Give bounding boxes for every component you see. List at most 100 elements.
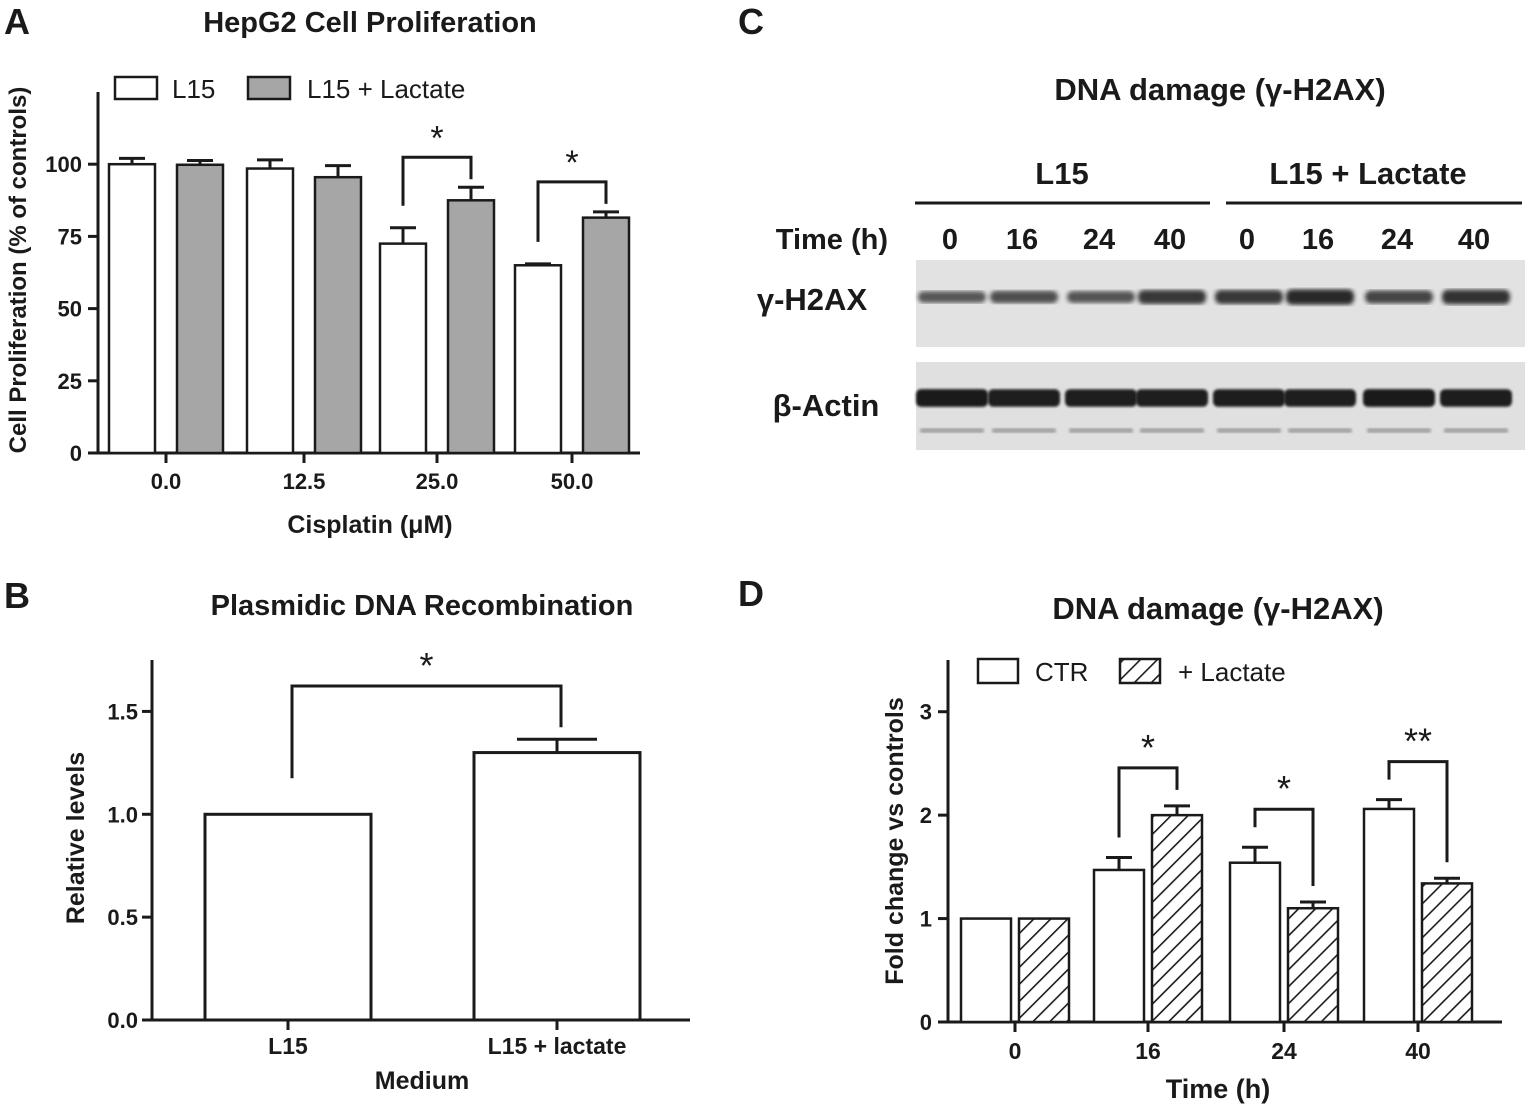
chart-a-ytick-label: 25 bbox=[58, 369, 82, 394]
chart-b-title: Plasmidic DNA Recombination bbox=[211, 590, 634, 622]
legend-label-l15-lactate: L15 + Lactate bbox=[307, 74, 465, 104]
chart-d-legend: CTR + Lactate bbox=[976, 657, 1286, 687]
chart-d-xtick-label: 0 bbox=[1009, 1038, 1022, 1064]
panel-label-d: D bbox=[738, 573, 764, 614]
blot-band-beta-actin-secondary-1 bbox=[992, 428, 1056, 433]
panel-b-chart: Plasmidic DNA Recombination Relative lev… bbox=[62, 590, 690, 1095]
chart-a-xtick-label: 0.0 bbox=[151, 469, 182, 494]
chart-b-significance-bracket bbox=[290, 684, 563, 779]
bar-l15-lactate-3 bbox=[581, 216, 631, 455]
panel-label-c: C bbox=[738, 1, 764, 42]
blot-band-beta-actin-secondary-5 bbox=[1288, 428, 1352, 433]
blot-time-point-label: 40 bbox=[1458, 224, 1490, 256]
chart-d-xtick-label: 24 bbox=[1271, 1038, 1297, 1064]
blot-band-beta-actin-secondary-4 bbox=[1217, 428, 1281, 433]
chart-d-xtick-label: 40 bbox=[1405, 1038, 1431, 1064]
chart-a-xtick-label: 12.5 bbox=[283, 469, 326, 494]
bar-lactate-0 bbox=[1017, 917, 1071, 1024]
bar-l15-lactate-2 bbox=[446, 199, 496, 455]
blot-band-beta-actin-6 bbox=[1363, 389, 1435, 407]
chart-b-ytick-label: 0.5 bbox=[107, 905, 138, 930]
legend-swatch-l15 bbox=[113, 75, 159, 101]
chart-a-xtick-label: 50.0 bbox=[551, 469, 594, 494]
chart-a-xtick-label: 25.0 bbox=[416, 469, 459, 494]
panel-label-b: B bbox=[4, 575, 30, 616]
blot-band-beta-actin-7 bbox=[1440, 389, 1512, 407]
chart-a-legend: L15 L15 + Lactate bbox=[113, 74, 465, 104]
blot-band-gamma-h2ax-1 bbox=[990, 290, 1058, 304]
bar-ctr-2 bbox=[1228, 861, 1282, 1024]
blot-time-point-label: 24 bbox=[1381, 224, 1413, 256]
panel-c-blot: DNA damage (γ-H2AX) L15 L15 + Lactate Ti… bbox=[757, 72, 1525, 450]
chart-d-significance-bracket-0 bbox=[1117, 766, 1179, 838]
chart-b-ytick-label: 1.0 bbox=[107, 802, 138, 827]
blot-band-gamma-h2ax-6 bbox=[1365, 290, 1433, 304]
chart-a-significance-bracket-0 bbox=[401, 155, 473, 206]
chart-d-xlabel: Time (h) bbox=[1166, 1074, 1271, 1104]
blot-band-beta-actin-secondary-7 bbox=[1444, 428, 1508, 433]
chart-b-significance-bracket-label: * bbox=[419, 645, 433, 686]
chart-a-ylabel: Cell Proliferation (% of controls) bbox=[5, 87, 32, 454]
chart-b-xtick-label: L15 + lactate bbox=[488, 1033, 627, 1059]
blot-band-gamma-h2ax-4 bbox=[1215, 290, 1283, 304]
chart-d-ytick-label: 2 bbox=[920, 803, 932, 828]
chart-b-ytick-label: 0.0 bbox=[107, 1008, 138, 1033]
chart-d-significance-bracket-1-label: * bbox=[1277, 768, 1291, 809]
blot-band-gamma-h2ax-3 bbox=[1138, 290, 1206, 304]
chart-d-significance-bracket-2-label: ** bbox=[1404, 721, 1432, 762]
blot-row-label-beta-actin: β-Actin bbox=[773, 388, 880, 423]
legend-label-lactate: + Lactate bbox=[1178, 657, 1286, 687]
blot-band-beta-actin-secondary-0 bbox=[920, 428, 984, 433]
panel-a-chart: HepG2 Cell Proliferation Cell Proliferat… bbox=[5, 7, 640, 539]
chart-d-xtick-label: 16 bbox=[1135, 1038, 1161, 1064]
bar-l15 bbox=[203, 812, 373, 1022]
chart-b-xlabel: Medium bbox=[375, 1067, 469, 1095]
bar-l15-2 bbox=[378, 242, 428, 455]
blot-band-beta-actin-3 bbox=[1136, 389, 1208, 407]
blot-band-beta-actin-secondary-6 bbox=[1367, 428, 1431, 433]
blot-band-beta-actin-4 bbox=[1213, 389, 1285, 407]
chart-a-significance-bracket-1 bbox=[536, 180, 608, 242]
bar-l15-0 bbox=[107, 162, 157, 455]
legend-label-l15: L15 bbox=[172, 74, 215, 104]
blot-time-point-label: 24 bbox=[1083, 224, 1115, 256]
blot-time-point-label: 16 bbox=[1006, 224, 1038, 256]
chart-d-significance-bracket-1 bbox=[1253, 807, 1315, 887]
blot-band-gamma-h2ax-0 bbox=[918, 291, 986, 303]
blot-band-gamma-h2ax-2 bbox=[1067, 291, 1135, 303]
chart-d-significance-bracket-2 bbox=[1387, 760, 1449, 863]
blot-band-beta-actin-5 bbox=[1284, 389, 1356, 407]
legend-swatch-l15-lactate bbox=[246, 75, 292, 101]
bar-lactate-3 bbox=[1420, 882, 1474, 1024]
panel-label-a: A bbox=[4, 1, 30, 42]
bar-l15-1 bbox=[245, 167, 295, 455]
blot-row-label-gamma-h2ax: γ-H2AX bbox=[757, 282, 868, 317]
bar-lactate-1 bbox=[1150, 813, 1204, 1024]
chart-b-ylabel: Relative levels bbox=[62, 752, 90, 924]
chart-a-ytick-label: 0 bbox=[70, 441, 82, 466]
chart-a-ytick-label: 75 bbox=[58, 224, 82, 249]
blot-time-point-label: 40 bbox=[1154, 224, 1186, 256]
chart-b-ytick-label: 1.5 bbox=[107, 699, 138, 724]
chart-a-xlabel: Cisplatin (μM) bbox=[287, 511, 452, 539]
blot-band-beta-actin-1 bbox=[988, 389, 1060, 407]
chart-d-significance-bracket-0-label: * bbox=[1141, 727, 1155, 768]
bar-ctr-3 bbox=[1362, 807, 1416, 1024]
bar-l15-3 bbox=[513, 264, 563, 455]
chart-d-ytick-label: 1 bbox=[920, 907, 932, 932]
blot-band-beta-actin-secondary-2 bbox=[1069, 428, 1133, 433]
chart-b-xtick-label: L15 bbox=[268, 1033, 308, 1059]
chart-a-significance-bracket-1-label: * bbox=[565, 144, 578, 182]
blot-band-gamma-h2ax-5 bbox=[1286, 289, 1354, 305]
panel-d-chart: DNA damage (γ-H2AX) Fold change vs contr… bbox=[881, 591, 1502, 1104]
bar-l15-lactate bbox=[472, 751, 642, 1022]
blot-band-beta-actin-2 bbox=[1065, 389, 1137, 407]
blot-band-gamma-h2ax-7 bbox=[1442, 289, 1510, 305]
bar-ctr-0 bbox=[959, 917, 1013, 1024]
legend-swatch-lactate bbox=[1118, 657, 1162, 685]
bar-l15-lactate-1 bbox=[313, 175, 363, 455]
legend-label-ctr: CTR bbox=[1035, 657, 1088, 687]
blot-group-label-l15: L15 bbox=[1035, 156, 1088, 191]
chart-d-title: DNA damage (γ-H2AX) bbox=[1052, 591, 1383, 626]
